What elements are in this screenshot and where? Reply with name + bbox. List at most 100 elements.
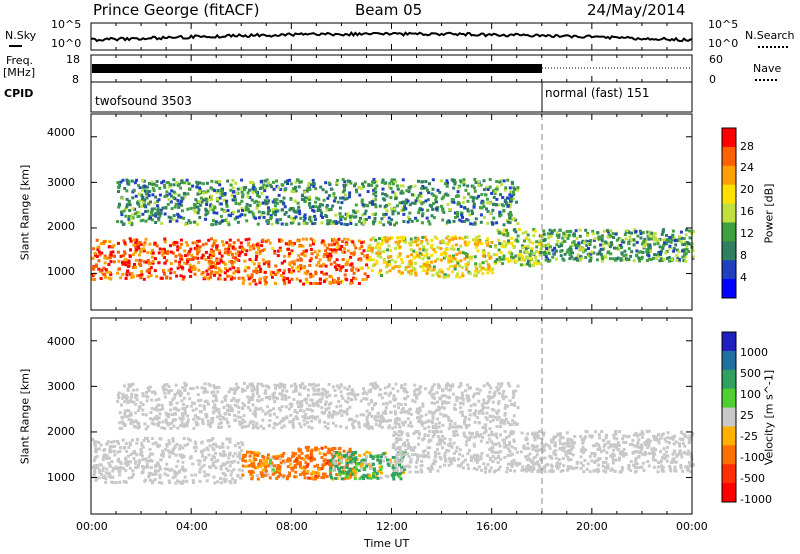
velocity-cell bbox=[610, 453, 614, 457]
velocity-cell bbox=[382, 452, 386, 456]
velocity-cell bbox=[412, 448, 416, 452]
power-cell bbox=[383, 260, 387, 264]
power-cell bbox=[226, 179, 230, 183]
power-cell bbox=[141, 187, 145, 191]
power-cell bbox=[430, 239, 434, 242]
velocity-cell bbox=[181, 479, 185, 483]
velocity-cell bbox=[233, 398, 237, 402]
power-cell bbox=[214, 180, 218, 184]
power-cell bbox=[513, 239, 517, 243]
power-cell bbox=[158, 193, 162, 197]
power-cell bbox=[177, 202, 181, 206]
velocity-cell bbox=[617, 444, 621, 448]
velocity-cell bbox=[506, 404, 510, 408]
velocity-cell bbox=[310, 450, 314, 454]
power-cell bbox=[409, 272, 413, 276]
power-cell bbox=[512, 192, 516, 196]
power-cell bbox=[316, 209, 320, 212]
power-cell bbox=[309, 274, 313, 278]
power-cell bbox=[218, 277, 222, 281]
power-cell bbox=[670, 235, 674, 239]
power-cell bbox=[471, 212, 474, 216]
power-cell bbox=[406, 255, 410, 259]
power-cell bbox=[410, 253, 413, 257]
velocity-cell bbox=[438, 440, 442, 444]
power-cell bbox=[259, 267, 263, 271]
velocity-cell bbox=[236, 461, 240, 465]
velocity-cell bbox=[542, 465, 546, 469]
power-cell bbox=[375, 261, 379, 265]
power-cell bbox=[409, 264, 413, 267]
velocity-cell bbox=[681, 437, 685, 441]
power-cell bbox=[131, 213, 135, 217]
power-cell bbox=[335, 263, 339, 267]
velocity-cell bbox=[334, 462, 337, 466]
power-cell bbox=[480, 266, 484, 270]
power-cell bbox=[344, 269, 348, 273]
power-cell bbox=[617, 243, 621, 247]
power-cell bbox=[163, 272, 166, 276]
velocity-cell bbox=[440, 434, 444, 438]
velocity-cell bbox=[192, 417, 196, 421]
velocity-cell bbox=[674, 460, 678, 464]
power-cell bbox=[281, 183, 285, 187]
velocity-cell bbox=[512, 439, 516, 443]
velocity-cell bbox=[348, 468, 352, 472]
velocity-cell bbox=[650, 451, 654, 455]
power-cell bbox=[354, 182, 358, 186]
velocity-cell bbox=[648, 452, 651, 455]
velocity-cell bbox=[141, 468, 145, 472]
power-cell bbox=[498, 259, 502, 263]
velocity-cell bbox=[438, 442, 442, 446]
velocity-cell bbox=[416, 430, 420, 434]
power-cell bbox=[535, 249, 539, 253]
velocity-cell bbox=[393, 469, 397, 472]
power-cell bbox=[438, 270, 441, 274]
power-cell bbox=[502, 223, 506, 227]
power-cell bbox=[241, 208, 244, 212]
power-cell bbox=[482, 179, 486, 183]
power-cell bbox=[419, 195, 423, 198]
power-cell bbox=[434, 198, 438, 202]
power-cell bbox=[254, 267, 258, 271]
power-cell bbox=[485, 186, 489, 190]
velocity-cell bbox=[252, 451, 256, 455]
velocity-cell bbox=[371, 455, 375, 459]
power-cell bbox=[410, 201, 414, 205]
velocity-cell bbox=[489, 386, 493, 390]
velocity-cell bbox=[464, 458, 468, 462]
velocity-cell bbox=[349, 455, 352, 459]
power-cell bbox=[370, 249, 374, 252]
power-cell bbox=[260, 191, 264, 195]
velocity-cell bbox=[97, 468, 101, 472]
power-cell bbox=[265, 260, 268, 264]
velocity-cell bbox=[431, 417, 435, 421]
velocity-cell bbox=[453, 422, 457, 426]
power-cell bbox=[495, 258, 499, 262]
power-cell bbox=[613, 246, 616, 250]
power-cell bbox=[325, 205, 329, 209]
power-cell bbox=[452, 219, 456, 223]
velocity-cell bbox=[388, 424, 391, 428]
power-cell bbox=[125, 205, 129, 209]
power-cell bbox=[602, 242, 606, 246]
velocity-cell bbox=[675, 453, 679, 457]
velocity-cell bbox=[290, 466, 294, 470]
power-cell bbox=[248, 258, 252, 262]
power-cell bbox=[254, 258, 258, 262]
velocity-cell bbox=[605, 433, 608, 437]
velocity-cell bbox=[558, 462, 562, 466]
velocity-cell bbox=[615, 446, 619, 450]
power-cell bbox=[197, 248, 201, 252]
power-cell bbox=[488, 201, 492, 205]
power-cell bbox=[213, 189, 217, 193]
power-cell bbox=[209, 275, 213, 279]
velocity-cell bbox=[224, 453, 228, 457]
power-cell bbox=[635, 240, 639, 244]
power-cell bbox=[223, 192, 227, 195]
velocity-cell bbox=[202, 390, 206, 394]
velocity-cell bbox=[678, 444, 682, 448]
velocity-cell bbox=[216, 459, 220, 463]
power-cell bbox=[440, 179, 443, 183]
power-cell bbox=[639, 236, 643, 240]
